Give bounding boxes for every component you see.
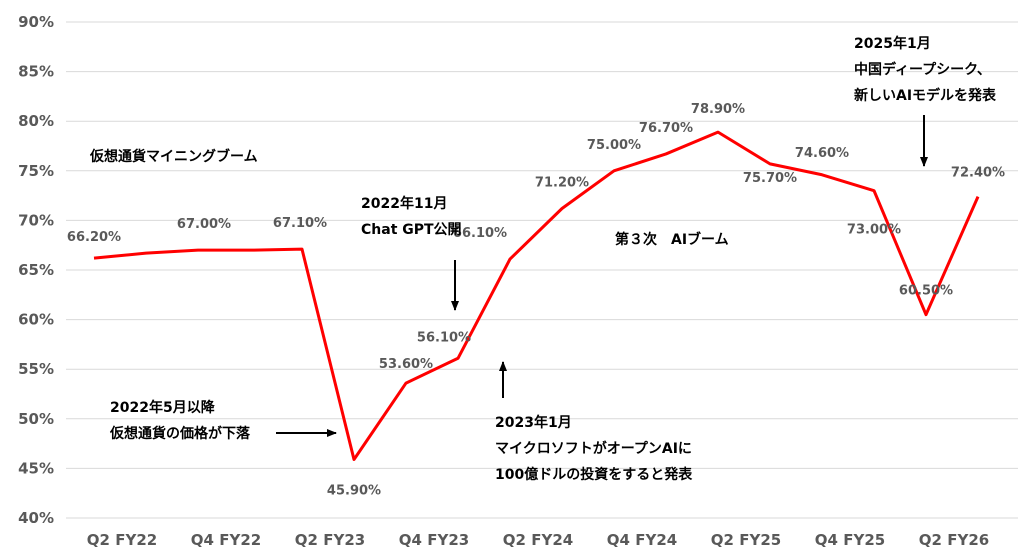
data-label: 72.40% [951,166,1005,181]
annotation-aiboom: 第３次 AIブーム [615,231,729,248]
data-label: 53.60% [379,357,433,372]
data-label: 56.10% [417,330,471,345]
annotation-text: 仮想通貨マイニングブーム [89,148,258,165]
x-tick-label: Q2 FY24 [503,531,573,549]
y-tick-label: 75% [18,162,54,180]
annotation-mining: 仮想通貨マイニングブーム [89,148,258,165]
y-tick-label: 85% [18,63,54,81]
x-tick-label: Q4 FY22 [191,531,261,549]
x-tick-label: Q2 FY26 [919,531,989,549]
data-label: 73.00% [847,223,901,238]
data-label: 60.50% [899,284,953,299]
annotation-text: 2022年5月以降 [110,399,216,416]
y-tick-label: 90% [18,13,54,31]
data-label: 78.90% [691,102,745,117]
data-label: 45.90% [327,483,381,498]
x-axis-ticks: Q2 FY22 Q4 FY22 Q2 FY23 Q4 FY23 Q2 FY24 Q4 FY… [87,531,989,549]
x-tick-label: Q4 FY25 [815,531,885,549]
annotation-text: 100億ドルの投資をすると発表 [495,466,693,483]
data-label: 67.10% [273,216,327,231]
y-tick-label: 60% [18,311,54,329]
grid [66,21,1018,519]
data-label: 76.70% [639,121,693,136]
x-tick-label: Q4 FY24 [607,531,677,549]
data-label: 74.60% [795,146,849,161]
annotation-text: 中国ディープシーク、 [854,61,991,78]
annotation-text: 第３次 AIブーム [615,231,729,248]
x-tick-label: Q2 FY25 [711,531,781,549]
data-label: 71.20% [535,175,589,190]
annotation-chatgpt: 2022年11月 Chat GPT公開 [361,195,462,238]
y-tick-label: 65% [18,261,54,279]
x-tick-label: Q2 FY22 [87,531,157,549]
series-line-path [93,130,980,461]
y-tick-label: 80% [18,112,54,130]
x-tick-label: Q2 FY23 [295,531,365,549]
data-labels: 66.20% 67.00% 67.10% 45.90% 53.60% 56.10% 66.1… [67,102,1005,498]
annotation-text: 仮想通貨の価格が下落 [109,425,251,442]
annotation-text: 2022年11月 [361,195,447,212]
y-tick-label: 45% [18,459,54,477]
y-tick-label: 40% [18,509,54,527]
annotation-text: 2025年1月 [854,35,931,52]
y-tick-label: 70% [18,211,54,229]
y-tick-label: 55% [18,360,54,378]
data-label: 75.70% [743,171,797,186]
data-label: 75.00% [587,138,641,153]
x-tick-label: Q4 FY23 [399,531,469,549]
annotation-text: Chat GPT公開 [361,222,462,238]
annotation-text: 新しいAIモデルを発表 [854,87,997,104]
data-label: 67.00% [177,217,231,232]
data-label: 66.20% [67,230,121,245]
series-line [93,130,980,461]
y-tick-label: 50% [18,410,54,428]
y-axis-ticks: 40% 45% 50% 55% 60% 65% 70% 75% 80% 85% 90% [18,13,54,527]
annotation-text: マイクロソフトがオープンAIに [495,440,692,457]
annotation-text: 2023年1月 [495,414,572,431]
data-label: 66.10% [453,226,507,241]
